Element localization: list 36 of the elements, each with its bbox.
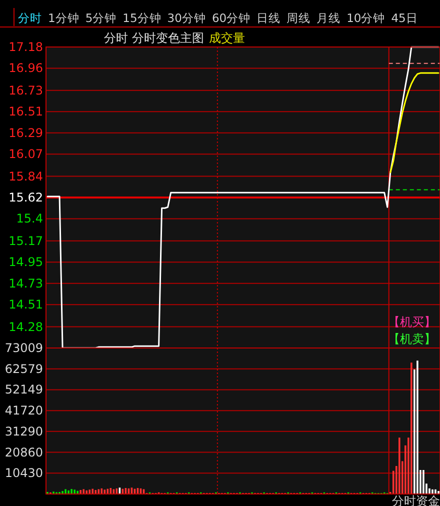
text: 周线	[286, 11, 311, 25]
text: 60分钟	[212, 11, 251, 25]
text: 日线	[256, 11, 281, 25]
y-tick-label: 62579	[4, 362, 43, 376]
text: 1分钟	[48, 11, 80, 25]
y-tick-label: 14.28	[8, 320, 43, 334]
y-tick-label: 17.18	[8, 40, 43, 54]
text: 30分钟	[167, 11, 206, 25]
y-tick-label: 14.51	[8, 298, 43, 312]
y-tick-label: 16.96	[8, 61, 43, 76]
y-tick-label: 16.07	[8, 147, 43, 162]
y-tick-label: 15.17	[8, 234, 43, 248]
y-tick-label: 15.4	[16, 212, 43, 226]
text: 成交量	[208, 31, 245, 45]
y-tick-label: 14.95	[8, 255, 43, 270]
text: 月线	[316, 11, 341, 25]
text: 45日	[391, 11, 418, 25]
y-tick-label: 41720	[4, 404, 43, 418]
y-tick-label: 20860	[4, 445, 43, 460]
y-tick-label: 31290	[4, 424, 43, 438]
y-tick-label: 15.62	[8, 190, 43, 204]
y-tick-label: 10430	[4, 466, 43, 480]
annotation: 【机买】	[388, 315, 436, 329]
y-tick-label: 52149	[4, 382, 43, 397]
y-tick-label: 73009	[4, 341, 43, 355]
y-tick-label: 15.84	[8, 169, 43, 184]
text: 15分钟	[122, 11, 162, 25]
annotation: 【机卖】	[388, 332, 436, 346]
y-tick-label: 14.73	[8, 276, 43, 290]
text: 分时 分时变色主图	[104, 31, 204, 45]
text: 分时	[18, 11, 42, 25]
y-tick-label: 16.51	[8, 104, 43, 119]
text: 5分钟	[85, 11, 117, 25]
y-tick-label: 16.29	[8, 126, 43, 140]
text: 10分钟	[346, 11, 386, 25]
y-tick-label: 16.73	[8, 83, 43, 98]
